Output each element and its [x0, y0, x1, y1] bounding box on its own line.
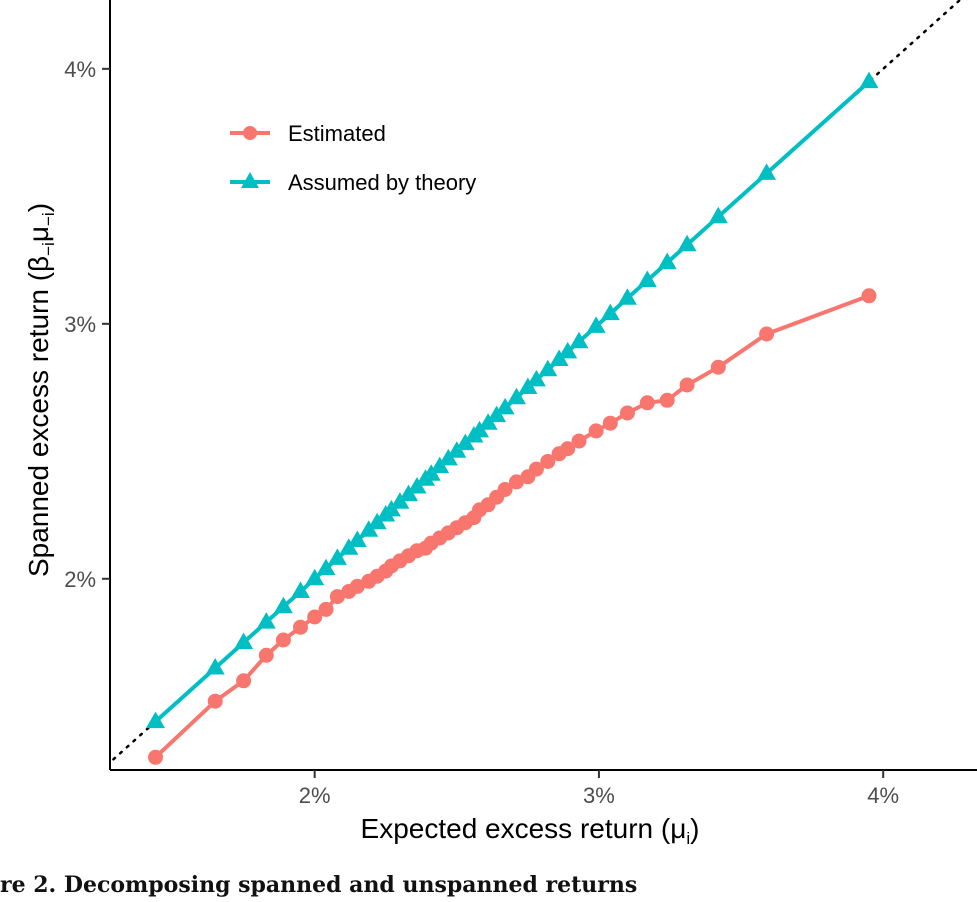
figure-caption: re 2. Decomposing spanned and unspanned …	[0, 872, 638, 898]
data-point	[759, 326, 775, 342]
data-point	[146, 711, 165, 729]
data-point	[305, 568, 325, 586]
chart: 2% 3% 4% 2% 3% 4% Expected excess return (μi)…	[23, 0, 977, 848]
series-line	[154, 293, 870, 759]
data-point	[236, 673, 252, 689]
data-point	[258, 647, 274, 663]
data-point	[256, 612, 276, 629]
data-point	[657, 252, 677, 270]
legend: Estimated Assumed by theory	[230, 121, 476, 195]
data-point	[538, 359, 558, 377]
data-point	[526, 369, 546, 387]
data-point	[293, 619, 308, 635]
data-point	[528, 461, 544, 477]
data-point	[316, 558, 336, 576]
data-point	[497, 482, 513, 497]
series-theory	[146, 71, 879, 729]
data-point	[307, 609, 323, 625]
legend-label-theory: Assumed by theory	[288, 170, 476, 195]
data-point	[495, 397, 515, 415]
data-point	[586, 316, 606, 333]
reference-line	[110, 0, 962, 765]
data-point	[558, 341, 578, 359]
data-point	[757, 163, 777, 180]
data-point	[327, 548, 347, 565]
legend-estimated-marker	[243, 126, 257, 140]
ticks: 2% 3% 4% 2% 3% 4%	[64, 57, 899, 808]
legend-theory-marker	[241, 172, 259, 188]
y-tick-label: 2%	[64, 567, 96, 592]
data-point	[619, 405, 635, 421]
x-tick-label: 4%	[867, 783, 899, 808]
data-point	[349, 578, 365, 594]
data-point	[708, 206, 728, 224]
data-point	[859, 71, 879, 89]
x-tick-label: 3%	[583, 783, 615, 808]
x-tick-label: 2%	[299, 783, 331, 808]
data-point	[148, 749, 163, 765]
data-point	[509, 474, 524, 490]
series-layer	[146, 71, 879, 765]
x-axis-title: Expected excess return (μi)	[361, 813, 700, 848]
data-point	[205, 658, 225, 675]
axes	[109, 0, 977, 771]
data-point	[273, 596, 293, 614]
data-point	[617, 288, 637, 305]
data-point	[710, 359, 726, 375]
data-point	[588, 423, 604, 439]
y-tick-label: 3%	[64, 312, 96, 337]
data-point	[637, 270, 657, 287]
data-point	[861, 288, 877, 304]
data-point	[507, 387, 526, 405]
legend-label-estimated: Estimated	[288, 121, 386, 146]
data-point	[569, 331, 589, 349]
series-estimated	[148, 288, 877, 765]
data-point	[560, 441, 576, 457]
data-point	[347, 530, 367, 547]
data-point	[275, 632, 291, 648]
data-point	[207, 693, 223, 709]
reference-line-layer	[110, 0, 962, 765]
data-point	[639, 395, 655, 411]
data-point	[659, 392, 675, 408]
y-axis-title: Spanned excess return (β−iμ−i)	[23, 203, 58, 577]
data-point	[679, 377, 695, 393]
data-point	[329, 589, 345, 605]
data-point	[540, 454, 556, 469]
data-point	[234, 632, 254, 649]
data-point	[571, 433, 587, 449]
data-point	[677, 234, 697, 252]
y-tick-label: 4%	[64, 57, 96, 82]
data-point	[600, 303, 620, 321]
data-point	[291, 581, 310, 598]
data-point	[318, 601, 334, 617]
data-point	[602, 415, 618, 431]
